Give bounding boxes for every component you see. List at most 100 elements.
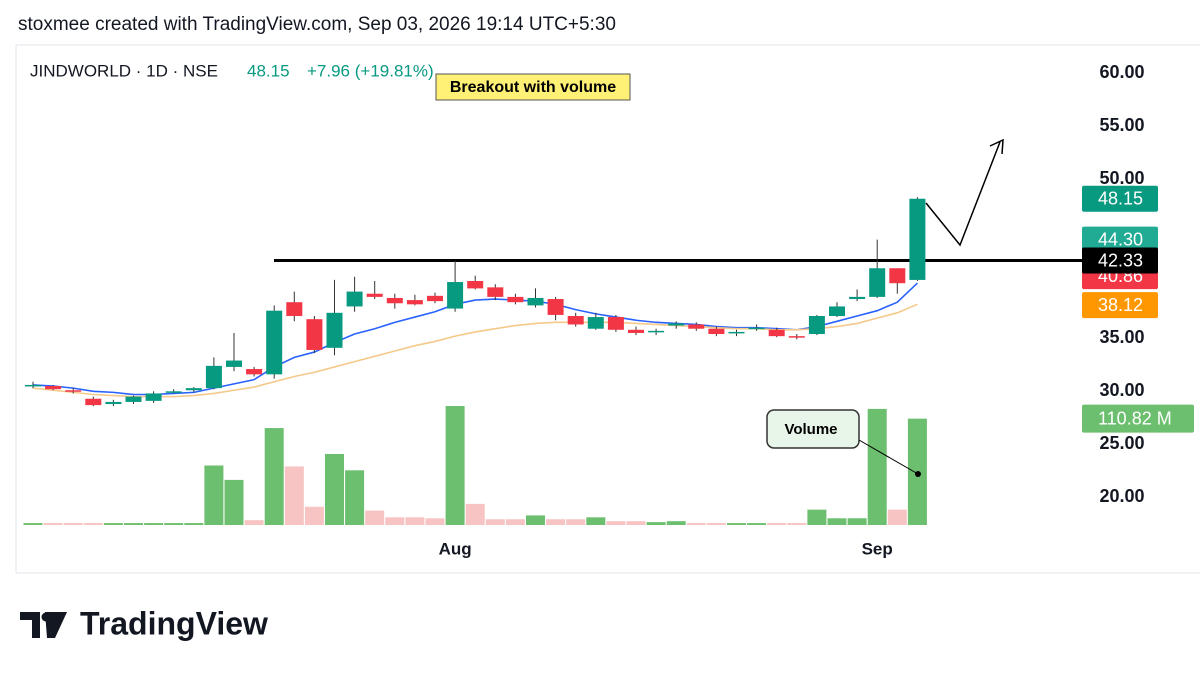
volume-bar	[345, 470, 365, 525]
volume-bar	[63, 523, 83, 525]
price-label: 44.30	[1098, 229, 1143, 249]
candle-body	[65, 390, 82, 392]
volume-bar	[264, 428, 284, 525]
y-tick-label: 60.00	[1099, 62, 1144, 82]
volume-bar	[566, 519, 586, 525]
volume-bar	[586, 517, 606, 525]
candle-body	[628, 329, 644, 333]
candle-body	[829, 306, 845, 316]
candle-body	[748, 327, 765, 330]
volume-bar	[325, 453, 344, 525]
volume-bar	[103, 523, 123, 525]
change: +7.96 (+19.81%)	[307, 61, 434, 80]
candle-body	[467, 280, 484, 289]
candle-body	[547, 299, 564, 315]
volume-label-bg	[1082, 404, 1194, 433]
price-label-bg	[1082, 247, 1158, 274]
candle-body	[427, 295, 443, 302]
x-tick-label: Sep	[862, 539, 893, 558]
y-tick-label: 55.00	[1099, 115, 1144, 135]
price-label-bg	[1082, 292, 1158, 319]
symbol: JINDWORLD · 1D · NSE	[30, 61, 218, 80]
candle-body	[306, 319, 323, 350]
volume-bar	[787, 523, 807, 525]
volume-bar	[847, 518, 867, 525]
candle-body	[788, 336, 805, 338]
candle-body	[607, 317, 624, 330]
volume-bar	[646, 522, 666, 525]
annotation-box	[435, 73, 631, 101]
volume-bar	[224, 479, 244, 525]
candle-body	[386, 297, 403, 304]
y-tick-label: 35.00	[1099, 327, 1144, 347]
volume-bar	[747, 523, 767, 525]
volume-bar	[184, 523, 204, 525]
volume-bar	[767, 523, 787, 525]
candle-body	[909, 198, 926, 280]
candle-body	[145, 393, 162, 401]
header: stoxmee created with TradingView.com, Se…	[18, 14, 616, 35]
logo-text: TradingView	[80, 605, 268, 641]
candle-body	[165, 391, 182, 393]
candle-body	[25, 384, 41, 387]
price-label: 48.15	[1098, 189, 1143, 209]
candle-body	[226, 360, 242, 367]
y-tick-label: 30.00	[1099, 380, 1144, 400]
volume-bar	[23, 523, 43, 525]
volume-bar	[827, 518, 847, 525]
moving-average	[32, 282, 918, 396]
y-tick-label: 20.00	[1099, 486, 1144, 506]
candle-body	[728, 331, 745, 334]
candle-body	[266, 310, 283, 375]
volume-bar	[304, 506, 324, 525]
annotation: Breakout with volume	[450, 79, 616, 96]
candle-body	[708, 328, 725, 335]
candle-body	[406, 300, 423, 305]
logo: TradingView	[20, 605, 268, 641]
volume-bar	[405, 517, 425, 525]
candle-body	[567, 315, 584, 325]
volume-bar	[244, 520, 264, 525]
volume-bar	[727, 523, 746, 525]
volume-label: 110.82 M	[1098, 408, 1172, 428]
callout-box	[766, 409, 860, 449]
candle-body	[326, 312, 343, 348]
volume-bar	[144, 523, 164, 525]
y-tick-label: 25.00	[1099, 433, 1144, 453]
candle-body	[45, 386, 62, 390]
volume-bar	[465, 503, 485, 525]
candle-body	[125, 396, 142, 402]
volume-bar	[505, 519, 525, 525]
candle-body	[507, 296, 524, 303]
plot: 20.00 25.00 30.00 35.00 50.00 55.00 60.00 Aug Se…	[23, 62, 1194, 558]
volume-bar	[807, 509, 827, 525]
volume-bar	[526, 515, 545, 525]
moving-average	[32, 303, 918, 398]
price-label-bg	[1082, 226, 1158, 253]
candle-body	[527, 297, 544, 306]
volume-bar	[124, 523, 143, 525]
candle-body	[185, 388, 202, 391]
volume-bar	[706, 523, 726, 525]
candle-body	[85, 398, 102, 406]
volume-bar	[284, 466, 304, 525]
volume-bar	[83, 523, 103, 525]
volume-bar	[425, 518, 445, 525]
candle-body	[105, 401, 122, 405]
volume-bar	[445, 406, 465, 525]
candle-body	[768, 329, 785, 337]
volume-bar	[606, 521, 626, 525]
arrow	[925, 141, 1001, 247]
candle-body	[366, 293, 383, 297]
candle-body	[869, 268, 886, 297]
candle-body	[849, 296, 866, 300]
y-tick-label: 50.00	[1099, 168, 1144, 188]
candle-body	[447, 282, 464, 309]
volume-bar	[365, 510, 385, 525]
candle-body	[889, 268, 906, 284]
candle-body	[648, 330, 665, 333]
candle-body	[205, 365, 222, 389]
volume-bar	[666, 521, 686, 525]
arrow-head	[989, 138, 1004, 155]
